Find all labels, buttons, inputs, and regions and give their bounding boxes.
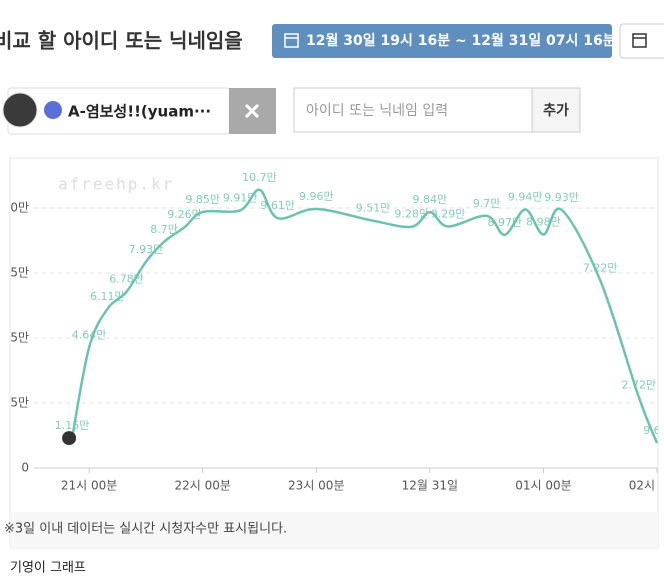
data-label: 6.78만 xyxy=(109,273,144,286)
y-tick-label: 10만 xyxy=(3,201,29,215)
data-label: 7.22만 xyxy=(583,261,618,274)
date-button[interactable] xyxy=(272,24,612,58)
plot: afreehp.kr 0 2.5만 5만 7.5만 10만 21시 00분 22시 00분 23… xyxy=(0,171,664,493)
data-label: 6.11만 xyxy=(90,290,125,303)
add-button-label: 추가 xyxy=(543,103,569,119)
calendar-icon xyxy=(632,33,647,48)
data-label: 1.15만 xyxy=(55,419,90,432)
data-label: 9.29만 xyxy=(431,207,466,220)
date-range: 12월 30일 19시 16분 ~ 12월 31일 07시 16분 xyxy=(306,32,616,49)
data-label: 4.64만 xyxy=(72,328,107,341)
data-label: 9.61만 xyxy=(260,199,295,212)
y-tick-label: 5만 xyxy=(10,331,29,345)
data-label: 2.72만 xyxy=(622,378,657,391)
calendar-button[interactable] xyxy=(619,23,664,59)
y-tick-label: 7.5만 xyxy=(0,266,29,280)
data-label: 8.97만 xyxy=(487,216,522,229)
remove-icon xyxy=(244,103,260,119)
header-title: 비교 할 아이디 또는 닉네임을 xyxy=(0,29,243,53)
data-label: 9.94만 xyxy=(508,191,543,204)
data-label: 9.96만 xyxy=(299,190,334,203)
data-label: 9.84만 xyxy=(413,193,448,206)
selected-name: A-염보성!!(yuam··· xyxy=(68,103,211,121)
x-tick-label: 23시 00분 xyxy=(288,479,344,493)
data-label: 10.7만 xyxy=(242,171,277,184)
x-tick-label: 12월 31일 xyxy=(402,479,458,493)
y-tick-label: 2.5만 xyxy=(0,396,29,410)
data-label: 9.28만 xyxy=(394,208,429,221)
input-placeholder: 아이디 또는 닉네임 입력 xyxy=(306,103,448,119)
search-input[interactable] xyxy=(293,87,533,133)
data-label: 9.26만 xyxy=(167,208,202,221)
data-label: 9.6천 xyxy=(643,423,664,437)
data-label: 9.51만 xyxy=(356,202,391,215)
caption: 기영이 그래프 xyxy=(10,561,86,576)
data-label: 9.91만 xyxy=(223,191,258,204)
x-tick-label: 01시 00분 xyxy=(515,479,571,493)
data-label: 8.7만 xyxy=(150,223,178,236)
data-label: 9.93만 xyxy=(544,191,579,204)
watermark: afreehp.kr xyxy=(58,175,174,194)
data-label: 8.98만 xyxy=(526,216,561,229)
y-tick-label: 0 xyxy=(21,461,29,475)
line xyxy=(70,188,658,444)
data-label: 9.85만 xyxy=(185,193,220,206)
avatar-marker xyxy=(62,431,77,446)
x-tick-label: 02시 00분 xyxy=(629,479,664,493)
add-button[interactable] xyxy=(531,87,581,133)
avatar xyxy=(2,92,38,128)
data-label: 9.7만 xyxy=(473,197,501,210)
x-tick-label: 22시 00분 xyxy=(174,479,230,493)
note: ※3일 이내 데이터는 실시간 시청자수만 표시됩니다. xyxy=(4,522,287,537)
note-bar xyxy=(10,512,658,548)
x-tick-label: 21시 00분 xyxy=(61,479,117,493)
data-label: 7.93만 xyxy=(129,243,164,256)
calendar-icon xyxy=(284,33,299,48)
emoji-icon xyxy=(44,101,62,119)
